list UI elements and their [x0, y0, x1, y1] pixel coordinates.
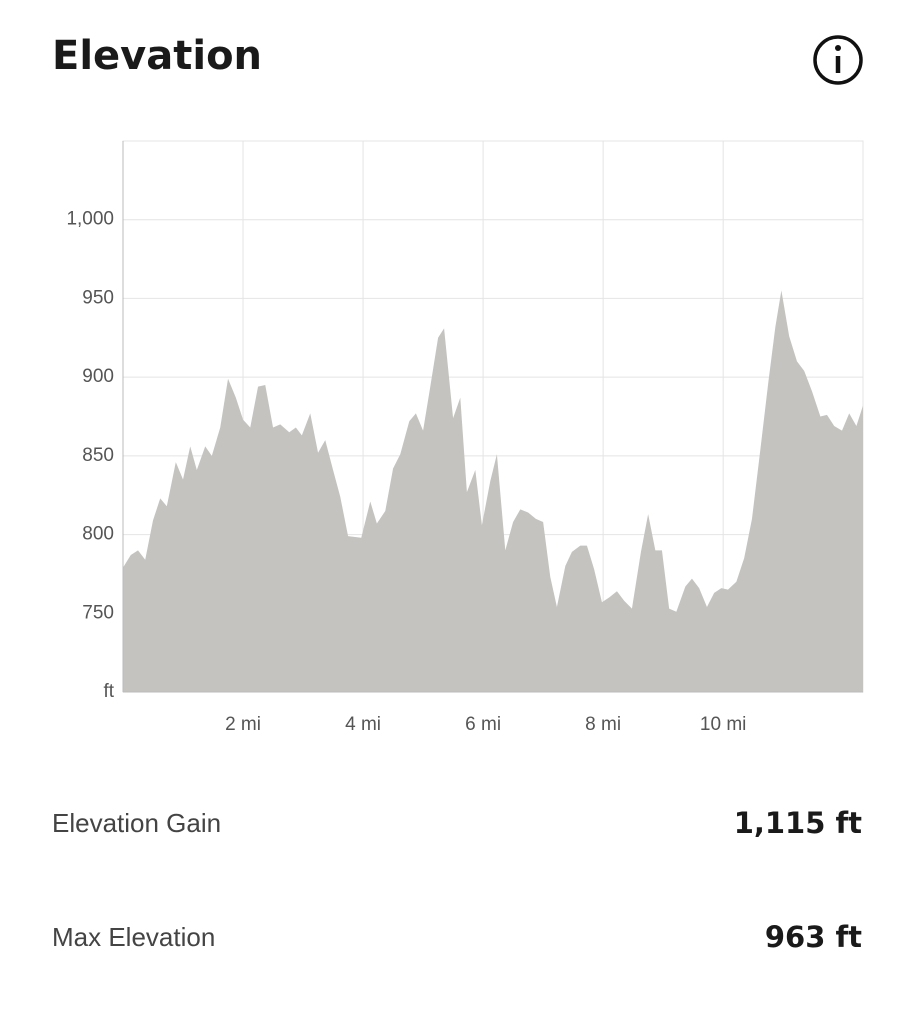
- info-button[interactable]: [813, 35, 863, 85]
- stat-label: Max Elevation: [52, 922, 215, 952]
- y-tick-label: ft: [103, 681, 114, 702]
- y-tick-label: 900: [82, 366, 114, 387]
- stat-value: 963 ft: [765, 920, 862, 954]
- x-tick-label: 4 mi: [345, 714, 381, 735]
- chart: ft 750 800 850 900 950 1,000 2 mi 4 mi 6 mi 8 mi 10…: [66, 140, 864, 735]
- stat-value: 1,115 ft: [734, 806, 862, 840]
- stat-label: Elevation Gain: [52, 808, 221, 838]
- y-tick-label: 800: [82, 524, 114, 545]
- y-tick-label: 1,000: [66, 209, 114, 230]
- x-tick-label: 8 mi: [585, 714, 621, 735]
- y-tick-label: 850: [82, 445, 114, 466]
- x-tick-label: 2 mi: [225, 714, 261, 735]
- y-tick-label: 950: [82, 287, 114, 308]
- x-tick-label: 6 mi: [465, 714, 501, 735]
- title: Elevation: [52, 33, 262, 79]
- elevation-area: [123, 290, 863, 692]
- x-tick-label: 10 mi: [700, 714, 746, 735]
- y-tick-label: 750: [82, 602, 114, 623]
